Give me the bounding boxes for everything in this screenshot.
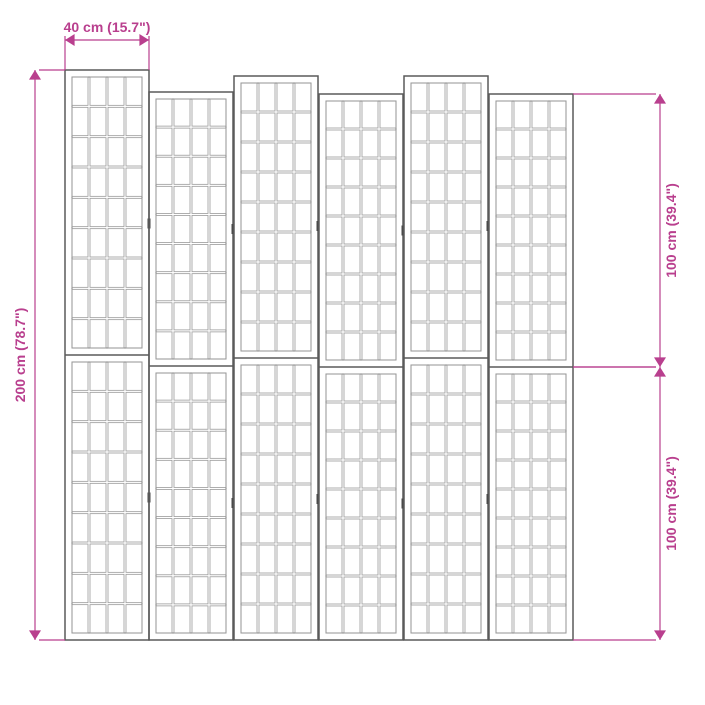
dim-height-total-label: 200 cm (78.7") [12,308,28,403]
panel-6 [489,94,573,640]
svg-text:100 cm (39.4"): 100 cm (39.4") [663,183,679,278]
panel-4 [319,94,405,640]
room-divider-dimension-diagram: 40 cm (15.7") 200 cm (78.7") 100 cm (39.4"… [0,0,705,705]
dim-height-upper-label: 100 cm (39.4") [663,183,679,278]
svg-text:100 cm (39.4"): 100 cm (39.4") [663,456,679,551]
dim-height-lower-label: 100 cm (39.4") [663,456,679,551]
panel-5 [404,76,490,640]
svg-text:200 cm (78.7"): 200 cm (78.7") [12,308,28,403]
panel-2 [149,92,235,640]
panel-3 [234,76,320,640]
panel-1 [65,70,151,640]
dim-width-label: 40 cm (15.7") [64,19,151,35]
